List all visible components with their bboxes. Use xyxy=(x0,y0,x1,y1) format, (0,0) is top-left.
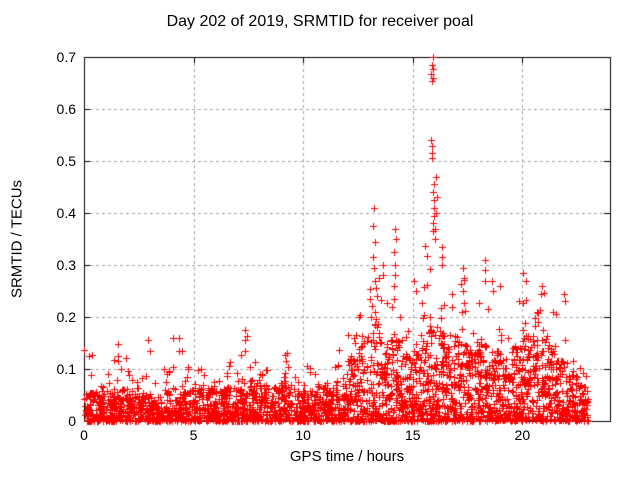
y-tick-label: 0.7 xyxy=(56,49,76,65)
y-axis-label: SRMTID / TECUs xyxy=(8,179,26,299)
y-tick-label: 0.2 xyxy=(56,309,76,325)
x-tick-label: 10 xyxy=(295,427,311,443)
y-tick-label: 0.3 xyxy=(56,257,76,273)
chart-title: Day 202 of 2019, SRMTID for receiver poa… xyxy=(166,13,474,30)
x-tick-label: 0 xyxy=(80,427,88,443)
y-tick-label: 0.1 xyxy=(56,361,76,377)
x-axis-label: GPS time / hours xyxy=(289,448,405,465)
x-tick-label: 20 xyxy=(514,427,531,443)
y-tick-label: 0.6 xyxy=(56,101,76,117)
x-tick-label: 5 xyxy=(189,427,198,443)
y-tick-label: 0.5 xyxy=(56,153,76,169)
y-tick-label: 0.4 xyxy=(56,205,76,221)
y-tick-label: 0 xyxy=(68,413,76,429)
x-tick-label: 15 xyxy=(404,427,421,443)
